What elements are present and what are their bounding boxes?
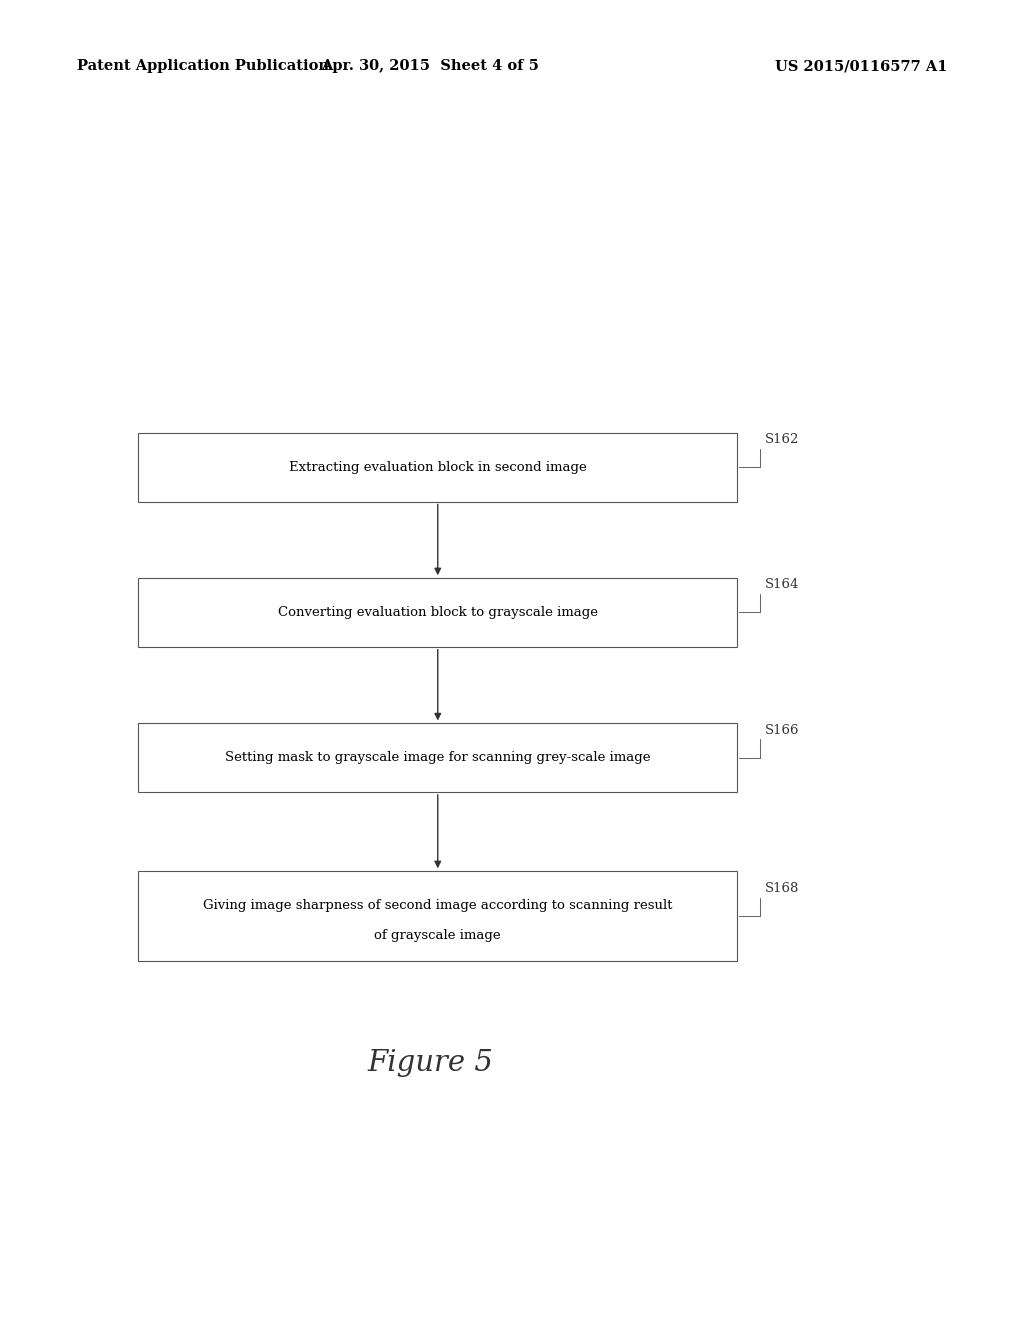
- Text: Apr. 30, 2015  Sheet 4 of 5: Apr. 30, 2015 Sheet 4 of 5: [322, 59, 539, 74]
- Text: Figure 5: Figure 5: [368, 1048, 493, 1077]
- Text: Giving image sharpness of second image according to scanning result: Giving image sharpness of second image a…: [203, 899, 673, 912]
- FancyBboxPatch shape: [138, 433, 737, 502]
- FancyBboxPatch shape: [138, 578, 737, 647]
- Text: S168: S168: [765, 882, 800, 895]
- Text: of grayscale image: of grayscale image: [375, 929, 501, 942]
- Text: Extracting evaluation block in second image: Extracting evaluation block in second im…: [289, 461, 587, 474]
- Text: Setting mask to grayscale image for scanning grey-scale image: Setting mask to grayscale image for scan…: [225, 751, 650, 764]
- Text: S162: S162: [765, 433, 800, 446]
- Text: S166: S166: [765, 723, 800, 737]
- Text: S164: S164: [765, 578, 800, 591]
- Text: US 2015/0116577 A1: US 2015/0116577 A1: [775, 59, 947, 74]
- FancyBboxPatch shape: [138, 723, 737, 792]
- Text: Patent Application Publication: Patent Application Publication: [77, 59, 329, 74]
- Text: Converting evaluation block to grayscale image: Converting evaluation block to grayscale…: [278, 606, 598, 619]
- FancyBboxPatch shape: [138, 871, 737, 961]
